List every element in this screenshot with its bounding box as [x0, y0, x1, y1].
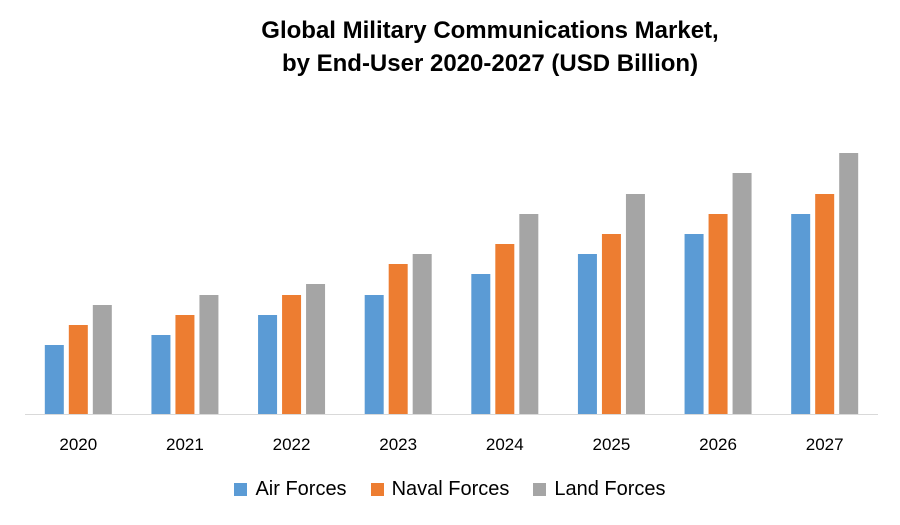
bar-land-forces-2022 — [306, 284, 326, 414]
chart-title-line2: by End-User 2020-2027 (USD Billion) — [281, 50, 699, 77]
legend-swatch — [370, 483, 384, 496]
bar-air-forces-2022 — [258, 315, 278, 414]
x-tick-label-2022: 2022 — [273, 435, 311, 454]
legend-swatch — [533, 483, 547, 496]
bar-air-forces-2025 — [577, 254, 597, 414]
x-tick-label-2027: 2027 — [806, 435, 844, 454]
bar-air-forces-2023 — [364, 295, 384, 414]
bar-land-forces-2020 — [92, 305, 112, 414]
x-tick-label-2026: 2026 — [699, 435, 737, 454]
legend-label: Air Forces — [255, 478, 347, 500]
bar-naval-forces-2020 — [68, 325, 88, 414]
chart-title-line1: Global Military Communications Market, — [261, 17, 719, 44]
legend-item-land-forces: Land Forces — [533, 478, 666, 501]
bar-naval-forces-2026 — [708, 214, 728, 414]
bar-land-forces-2025 — [625, 194, 645, 414]
bar-naval-forces-2025 — [601, 234, 621, 414]
legend: Air Forces Naval Forces Land Forces — [0, 478, 900, 501]
x-tick-label-2025: 2025 — [593, 435, 631, 454]
bar-naval-forces-2027 — [815, 194, 835, 414]
x-tick-label-2023: 2023 — [379, 435, 417, 454]
bar-naval-forces-2021 — [175, 315, 195, 414]
bar-air-forces-2026 — [684, 234, 704, 414]
bar-naval-forces-2022 — [282, 295, 302, 414]
chart-title: Global Military Communications Market, b… — [0, 14, 900, 80]
legend-label: Land Forces — [554, 478, 666, 500]
bar-land-forces-2021 — [199, 295, 219, 414]
legend-label: Naval Forces — [391, 478, 510, 500]
x-tick-label-2020: 2020 — [59, 435, 97, 454]
legend-item-naval-forces: Naval Forces — [370, 478, 510, 501]
bar-land-forces-2023 — [412, 254, 432, 414]
x-tick-label-2024: 2024 — [486, 435, 524, 454]
bar-air-forces-2020 — [44, 345, 64, 414]
bar-chart: 2020 2021 2022 2023 2024 2025 2026 2027 — [25, 153, 878, 454]
bar-air-forces-2027 — [791, 214, 811, 414]
bar-land-forces-2026 — [732, 173, 752, 414]
bar-naval-forces-2024 — [495, 244, 515, 414]
bar-air-forces-2024 — [471, 274, 491, 414]
bar-land-forces-2027 — [839, 153, 859, 414]
legend-item-air-forces: Air Forces — [234, 478, 347, 501]
bar-naval-forces-2023 — [388, 264, 408, 414]
legend-swatch — [234, 483, 248, 496]
x-tick-label-2021: 2021 — [166, 435, 204, 454]
bar-air-forces-2021 — [151, 335, 171, 414]
bar-land-forces-2024 — [519, 214, 539, 414]
